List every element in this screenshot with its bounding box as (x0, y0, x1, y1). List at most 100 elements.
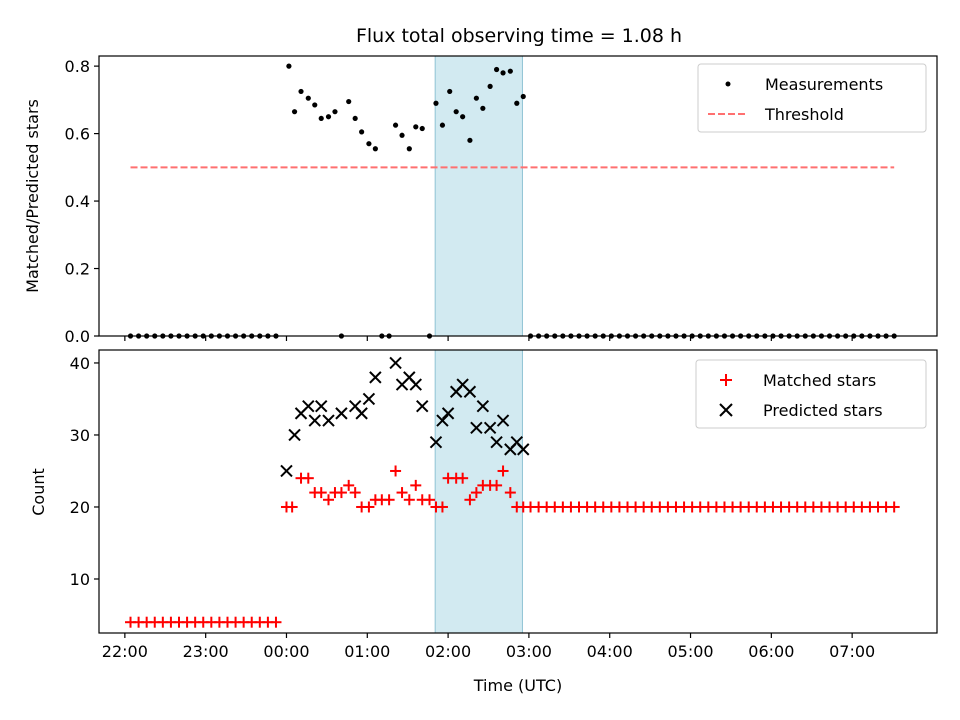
measurements-point (406, 146, 412, 152)
predicted-stars-point (476, 399, 490, 413)
y-tick-label: 0.2 (65, 260, 90, 279)
predicted-stars-point (496, 414, 510, 427)
predicted-stars-point (302, 399, 315, 413)
x-tick-label: 22:00 (102, 642, 148, 661)
measurements-point (312, 102, 318, 108)
predicted-stars-point (315, 399, 328, 413)
bottom-legend-box (695, 359, 927, 429)
measurements-point (467, 137, 473, 143)
observing-window-band (434, 349, 523, 634)
measurements-point (325, 114, 332, 120)
predicted-stars-point (470, 421, 483, 434)
legend-matched-marker (720, 374, 732, 386)
y-tick-label: 0.8 (65, 57, 90, 76)
legend-matched-label: Matched stars (763, 371, 876, 390)
matched-stars-point (491, 479, 503, 491)
matched-stars-point (464, 494, 476, 506)
matched-stars-point (383, 494, 395, 506)
bottom-legend: Matched stars Predicted stars (695, 359, 927, 429)
top-panel-frame (98, 55, 938, 337)
measurements-point (286, 63, 292, 69)
measurements-point (514, 100, 520, 106)
legend-threshold-label: Threshold (764, 105, 844, 124)
x-tick-label: 02:00 (425, 642, 471, 661)
matched-stars-point (470, 487, 482, 499)
predicted-stars-point (429, 435, 443, 449)
matched-stars-point (396, 487, 408, 499)
predicted-stars-point (436, 414, 449, 427)
matched-stars-point (497, 465, 509, 477)
measurements-point (298, 88, 304, 95)
matched-stars-point (888, 501, 900, 513)
matched-stars-point (504, 487, 516, 499)
matched-stars-point (343, 479, 355, 491)
measurements-point (318, 115, 324, 122)
predicted-stars-point (409, 378, 422, 391)
measurements-point (305, 95, 311, 101)
measurements-point (520, 93, 526, 100)
predicted-stars-point (483, 421, 497, 434)
measurements-point (332, 109, 338, 115)
x-tick-label: 00:00 (263, 642, 309, 661)
matched-stars-point (286, 501, 298, 513)
predicted-stars-point (355, 407, 368, 420)
predicted-stars-point (308, 414, 321, 427)
predicted-stars-point (441, 407, 455, 420)
matched-stars-point (424, 494, 436, 506)
matched-stars-point (323, 494, 335, 506)
y-tick-label: 0.6 (65, 125, 90, 144)
bottom-panel-ylabel: Count (29, 468, 48, 516)
predicted-stars-point (322, 414, 335, 427)
legend-measurements-label: Measurements (765, 75, 883, 94)
legend-predicted-marker (719, 403, 733, 417)
measurements-point (447, 88, 453, 95)
top-legend-box (697, 63, 927, 133)
predicted-stars-point (369, 371, 382, 384)
matched-stars-point (315, 487, 327, 499)
top-panel: 0.00.20.40.60.8 Matched/Predicted stars … (23, 55, 938, 346)
y-tick-label: 10 (70, 570, 90, 589)
measurements-point (372, 146, 378, 152)
bottom-panel-frame (98, 349, 938, 634)
legend-predicted-label: Predicted stars (763, 401, 883, 420)
predicted-stars-point (362, 392, 376, 406)
matched-stars-point (335, 487, 347, 499)
top-legend: Measurements Threshold (697, 63, 927, 133)
matched-stars-point (363, 501, 375, 513)
legend-measurements-marker (725, 81, 731, 87)
predicted-stars-point (389, 356, 402, 370)
predicted-stars-point (463, 385, 477, 398)
x-tick-label: 07:00 (829, 642, 875, 661)
measurements-point (493, 66, 500, 73)
measurements-point (439, 122, 446, 128)
matched-stars-point (403, 494, 415, 506)
y-tick-label: 20 (70, 498, 90, 517)
top-panel-ylabel: Matched/Predicted stars (23, 99, 42, 293)
predicted-stars-point (288, 428, 301, 442)
measurements-point (392, 122, 399, 128)
measurements-point (453, 109, 459, 115)
matched-stars-point (302, 472, 314, 484)
predicted-stars-point (490, 435, 503, 449)
predicted-stars-point (280, 464, 293, 478)
measurements-point (500, 70, 506, 76)
y-tick-label: 0.4 (65, 192, 90, 211)
predicted-stars-point (517, 443, 530, 456)
y-tick-label: 30 (70, 426, 90, 445)
x-tick-label: 01:00 (344, 642, 390, 661)
x-tick-label: 03:00 (506, 642, 552, 661)
measurements-point (507, 68, 513, 74)
measurements-point (419, 125, 425, 132)
measurements-point (399, 132, 405, 138)
measurements-point (346, 98, 352, 105)
measurements-point (359, 129, 365, 135)
measurements-point (480, 105, 486, 111)
y-tick-label: 0.0 (65, 327, 90, 346)
measurements-point (366, 141, 372, 147)
x-tick-label: 23:00 (183, 642, 229, 661)
y-tick-label: 40 (70, 354, 90, 373)
chart-title: Flux total observing time = 1.08 h (356, 25, 682, 47)
x-tick-label: 04:00 (587, 642, 633, 661)
measurements-point (413, 124, 419, 130)
